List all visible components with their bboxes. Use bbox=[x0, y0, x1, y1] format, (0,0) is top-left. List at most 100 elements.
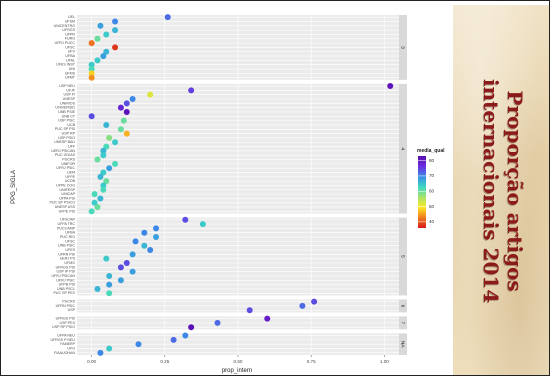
data-point bbox=[246, 307, 253, 314]
y-tick-label: UFJF bbox=[66, 88, 76, 92]
y-tick-label: UNB PSIC bbox=[58, 244, 75, 248]
data-point bbox=[94, 57, 101, 64]
data-point bbox=[94, 204, 101, 211]
data-point bbox=[88, 70, 95, 77]
y-tick-label: FURG bbox=[65, 37, 75, 41]
y-tick-label: UNIFESP bbox=[59, 188, 75, 192]
x-axis-title: prop_intern bbox=[222, 368, 252, 374]
data-point bbox=[103, 121, 110, 128]
data-point bbox=[182, 216, 189, 223]
data-points bbox=[88, 14, 394, 356]
data-point bbox=[103, 48, 110, 55]
y-axis-title: PPG_SIGLA bbox=[11, 170, 17, 204]
y-tick-label: UFSM bbox=[65, 19, 75, 23]
data-point bbox=[141, 229, 148, 236]
y-tick-label: UFSCAR bbox=[60, 218, 75, 222]
facet-strip-label: 5 bbox=[400, 255, 406, 258]
y-tick-label: UFPA PSI bbox=[59, 196, 75, 200]
data-point bbox=[182, 332, 189, 339]
legend-tick-label: 80 bbox=[429, 158, 435, 163]
y-tick-label: UFRN PSI bbox=[58, 252, 75, 256]
data-point bbox=[88, 113, 95, 120]
data-point bbox=[100, 152, 107, 159]
y-tick-label: UFRJ PSIC bbox=[56, 166, 75, 170]
data-point bbox=[129, 251, 136, 258]
data-point bbox=[100, 182, 107, 189]
data-point bbox=[135, 341, 142, 348]
y-tick-label: UFRGS PSI bbox=[56, 265, 75, 269]
data-point bbox=[103, 255, 110, 262]
y-tick-label: UFRGS P NEU bbox=[51, 338, 76, 342]
legend-colorbar bbox=[418, 156, 426, 228]
legend-tick-label: 70 bbox=[429, 173, 435, 178]
data-point bbox=[88, 61, 95, 68]
y-tick-label: USP PSIC bbox=[58, 119, 75, 123]
y-tick-label: UFPE bbox=[65, 175, 75, 179]
data-point bbox=[97, 195, 104, 202]
y-tick-label: PUCCAMP bbox=[57, 226, 76, 230]
slide-title-line-2: internacionais 2014 bbox=[479, 78, 503, 304]
facet-strip bbox=[399, 333, 407, 355]
y-tick-label: PUCRS bbox=[62, 157, 75, 161]
data-point bbox=[311, 298, 318, 305]
y-tick-label: FIAAUOHAN bbox=[54, 351, 75, 355]
y-tick-label: UNICENTRO bbox=[54, 24, 76, 28]
y-tick-label: UERJ PSICAN bbox=[51, 149, 75, 153]
y-tick-label: UFPB PSI bbox=[59, 283, 75, 287]
data-point bbox=[88, 40, 95, 47]
data-point bbox=[199, 221, 206, 228]
y-tick-label: UEM bbox=[67, 170, 75, 174]
x-axis-ticks: 0.00 0.25 0.50 0.75 1.00 bbox=[87, 355, 389, 364]
data-point bbox=[97, 173, 104, 180]
y-tick-label: UFRJ PUCC bbox=[55, 41, 76, 45]
y-tick-label: PUC SP PSICO bbox=[50, 201, 76, 205]
data-point bbox=[91, 191, 98, 198]
data-point bbox=[123, 260, 130, 266]
data-point bbox=[387, 83, 394, 90]
data-point bbox=[170, 336, 177, 343]
data-point bbox=[106, 290, 113, 297]
legend-tick-label: 60 bbox=[429, 188, 435, 193]
slide-title-line-1: Proporção artigos bbox=[503, 90, 527, 292]
data-point bbox=[112, 139, 119, 146]
data-point bbox=[129, 96, 136, 102]
y-tick-label: UNB PSIE bbox=[58, 110, 75, 114]
y-tick-label: UFV bbox=[68, 50, 76, 54]
color-legend: media_qual 40 50 60 70 80 bbox=[417, 148, 445, 228]
data-point bbox=[153, 234, 160, 241]
facet-strip bbox=[399, 217, 407, 296]
data-point bbox=[100, 169, 107, 176]
data-point bbox=[106, 281, 113, 288]
data-point bbox=[153, 225, 160, 232]
data-point bbox=[103, 178, 110, 185]
data-point bbox=[97, 22, 104, 29]
facet-strip-label: 3 bbox=[400, 46, 406, 49]
facet-strip-label: 6 bbox=[400, 305, 406, 308]
y-tick-label: UCB bbox=[67, 123, 75, 127]
y-tick-label: UFG bbox=[67, 346, 75, 350]
data-point bbox=[106, 272, 113, 279]
y-tick-label: UFES bbox=[65, 248, 75, 252]
y-tick-label: UEL bbox=[68, 15, 75, 19]
data-point bbox=[123, 100, 130, 107]
data-point bbox=[120, 117, 127, 124]
data-point bbox=[264, 315, 271, 322]
y-tick-label: UFRJ PSIC bbox=[56, 278, 75, 282]
y-tick-label: UFRJ PSICAN bbox=[51, 274, 75, 278]
data-point bbox=[299, 302, 306, 309]
x-tick-label: 0.00 bbox=[87, 359, 96, 364]
data-point bbox=[123, 108, 130, 115]
data-point bbox=[88, 208, 95, 215]
data-point bbox=[94, 156, 101, 163]
data-point bbox=[117, 277, 124, 284]
y-tick-label: UNB CT bbox=[62, 114, 76, 118]
y-tick-label: USP PEX bbox=[59, 321, 75, 325]
data-point bbox=[112, 27, 119, 34]
y-tick-label: UFES INST bbox=[56, 63, 76, 67]
data-point bbox=[188, 87, 195, 94]
data-point bbox=[106, 134, 113, 141]
legend-tick-label: 50 bbox=[429, 204, 435, 209]
